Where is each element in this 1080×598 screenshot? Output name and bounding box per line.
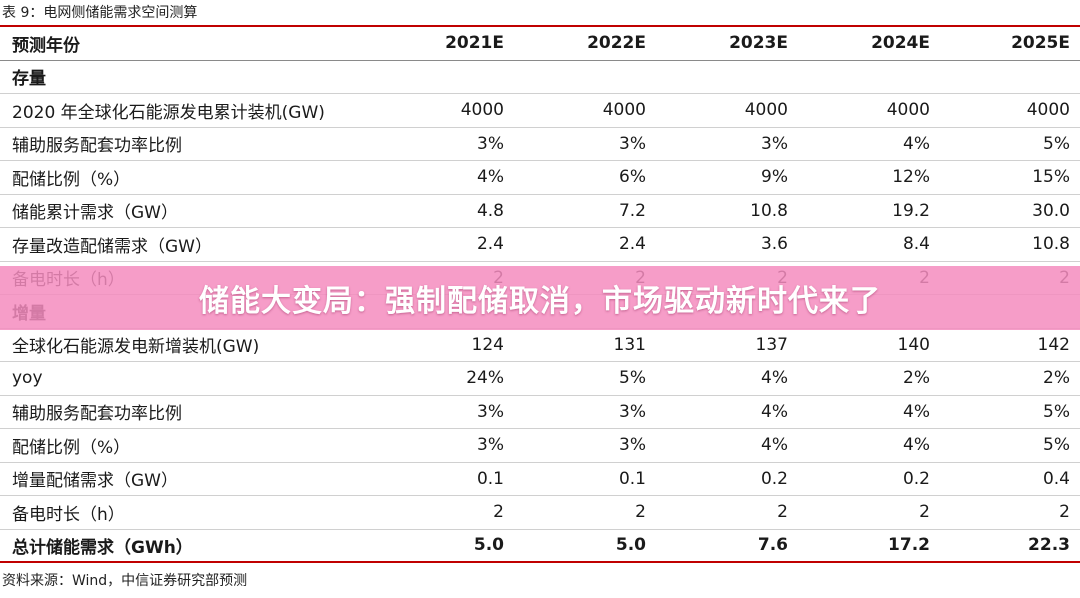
- value-cell: 8.4: [902, 234, 930, 255]
- value-cell: 19.2: [892, 200, 930, 221]
- header-cell: 2021E: [445, 33, 504, 54]
- value-cell: 2: [635, 502, 646, 523]
- header-cell: 预测年份: [12, 35, 80, 56]
- value-cell: 4000: [1026, 100, 1070, 121]
- header-cell: 2023E: [729, 33, 788, 54]
- value-cell: 124: [471, 334, 504, 355]
- row-label: 辅助服务配套功率比例: [12, 136, 182, 157]
- value-cell: 3.6: [760, 234, 788, 255]
- table-row: 辅助服务配套功率比例 3% 3% 3% 4% 5%: [0, 128, 1080, 161]
- value-cell: 4%: [903, 133, 930, 154]
- value-cell: 6%: [619, 167, 646, 188]
- table-row: 增量配储需求（GW） 0.1 0.1 0.2 0.2 0.4: [0, 463, 1080, 496]
- row-label: 储能累计需求（GW）: [12, 203, 178, 224]
- value-cell: 5.0: [615, 535, 646, 556]
- table-row: 2020 年全球化石能源发电累计装机(GW) 4000 4000 4000 4000 40…: [0, 94, 1080, 128]
- value-cell: 2%: [1043, 368, 1070, 389]
- headline-banner: 储能大变局：强制配储取消，市场驱动新时代来了: [0, 266, 1080, 330]
- headline-text: 储能大变局：强制配储取消，市场驱动新时代来了: [199, 284, 881, 319]
- table-row: 备电时长（h） 2 2 2 2 2: [0, 496, 1080, 530]
- value-cell: 22.3: [1028, 535, 1070, 556]
- row-label: 配储比例（%）: [12, 169, 131, 190]
- row-label: 全球化石能源发电新增装机(GW): [12, 337, 260, 358]
- source-note: 资料来源：Wind，中信证券研究部预测: [2, 573, 248, 589]
- value-cell: 137: [755, 334, 788, 355]
- value-cell: 140: [897, 334, 930, 355]
- value-cell: 15%: [1032, 167, 1070, 188]
- value-cell: 3%: [619, 401, 646, 422]
- value-cell: 5%: [1043, 133, 1070, 154]
- value-cell: 131: [613, 334, 646, 355]
- table-row: 全球化石能源发电新增装机(GW) 124 131 137 140 142: [0, 329, 1080, 362]
- value-cell: 4%: [761, 401, 788, 422]
- row-label: 备电时长（h）: [12, 504, 125, 525]
- value-cell: 4%: [903, 435, 930, 456]
- row-label: 辅助服务配套功率比例: [12, 404, 182, 425]
- value-cell: 4%: [477, 167, 504, 188]
- row-label: 配储比例（%）: [12, 437, 131, 458]
- value-cell: 7.2: [618, 200, 646, 221]
- value-cell: 2: [919, 502, 930, 523]
- value-cell: 3%: [477, 401, 504, 422]
- table-row: 配储比例（%） 4% 6% 9% 12% 15%: [0, 161, 1080, 195]
- value-cell: 3%: [619, 435, 646, 456]
- value-cell: 0.1: [476, 468, 504, 489]
- value-cell: 2.4: [618, 234, 646, 255]
- value-cell: 0.1: [618, 468, 646, 489]
- value-cell: 0.2: [760, 468, 788, 489]
- header-cell: 2024E: [871, 33, 930, 54]
- value-cell: 0.4: [1042, 468, 1070, 489]
- value-cell: 0.2: [902, 468, 930, 489]
- table-row: 辅助服务配套功率比例 3% 3% 4% 4% 5%: [0, 396, 1080, 429]
- row-label: 总计储能需求（GWh）: [12, 537, 193, 558]
- value-cell: 30.0: [1032, 200, 1070, 221]
- value-cell: 5%: [1043, 435, 1070, 456]
- row-label: 存量: [12, 69, 46, 90]
- table-body: 存量 2020 年全球化石能源发电累计装机(GW) 4000 4000 4000 4000…: [0, 61, 1080, 563]
- value-cell: 2: [493, 502, 504, 523]
- row-label: 2020 年全球化石能源发电累计装机(GW): [12, 102, 325, 123]
- value-cell: 10.8: [1032, 234, 1070, 255]
- row-label: yoy: [12, 368, 43, 389]
- value-cell: 4.8: [476, 200, 504, 221]
- value-cell: 2: [1059, 502, 1070, 523]
- value-cell: 4%: [761, 368, 788, 389]
- value-cell: 5%: [1043, 401, 1070, 422]
- table-row: 储能累计需求（GW） 4.8 7.2 10.8 19.2 30.0: [0, 195, 1080, 228]
- value-cell: 4000: [886, 100, 930, 121]
- value-cell: 3%: [761, 133, 788, 154]
- value-cell: 9%: [761, 167, 788, 188]
- value-cell: 3%: [477, 133, 504, 154]
- value-cell: 3%: [477, 435, 504, 456]
- value-cell: 4000: [460, 100, 504, 121]
- header-cell: 2022E: [587, 33, 646, 54]
- value-cell: 2: [777, 502, 788, 523]
- value-cell: 4000: [744, 100, 788, 121]
- value-cell: 10.8: [750, 200, 788, 221]
- value-cell: 5.0: [473, 535, 504, 556]
- value-cell: 7.6: [757, 535, 788, 556]
- row-label: 存量改造配储需求（GW）: [12, 236, 212, 257]
- table-row: yoy 24% 5% 4% 2% 2%: [0, 362, 1080, 396]
- value-cell: 17.2: [888, 535, 930, 556]
- total-row: 总计储能需求（GWh） 5.0 5.0 7.6 17.2 22.3: [0, 530, 1080, 563]
- value-cell: 4000: [602, 100, 646, 121]
- table-header-row: 预测年份 2021E 2022E 2023E 2024E 2025E: [0, 27, 1080, 61]
- value-cell: 12%: [892, 167, 930, 188]
- section-row: 存量: [0, 61, 1080, 94]
- value-cell: 2%: [903, 368, 930, 389]
- table-row: 存量改造配储需求（GW） 2.4 2.4 3.6 8.4 10.8: [0, 228, 1080, 262]
- value-cell: 4%: [761, 435, 788, 456]
- value-cell: 142: [1037, 334, 1070, 355]
- table-row: 配储比例（%） 3% 3% 4% 4% 5%: [0, 429, 1080, 463]
- energy-storage-table: 预测年份 2021E 2022E 2023E 2024E 2025E 存量 202…: [0, 25, 1080, 563]
- value-cell: 2.4: [476, 234, 504, 255]
- value-cell: 5%: [619, 368, 646, 389]
- value-cell: 24%: [466, 368, 504, 389]
- table-caption: 表 9：电网侧储能需求空间测算: [2, 5, 198, 21]
- header-cell: 2025E: [1011, 33, 1070, 54]
- value-cell: 3%: [619, 133, 646, 154]
- row-label: 增量配储需求（GW）: [12, 471, 178, 492]
- value-cell: 4%: [903, 401, 930, 422]
